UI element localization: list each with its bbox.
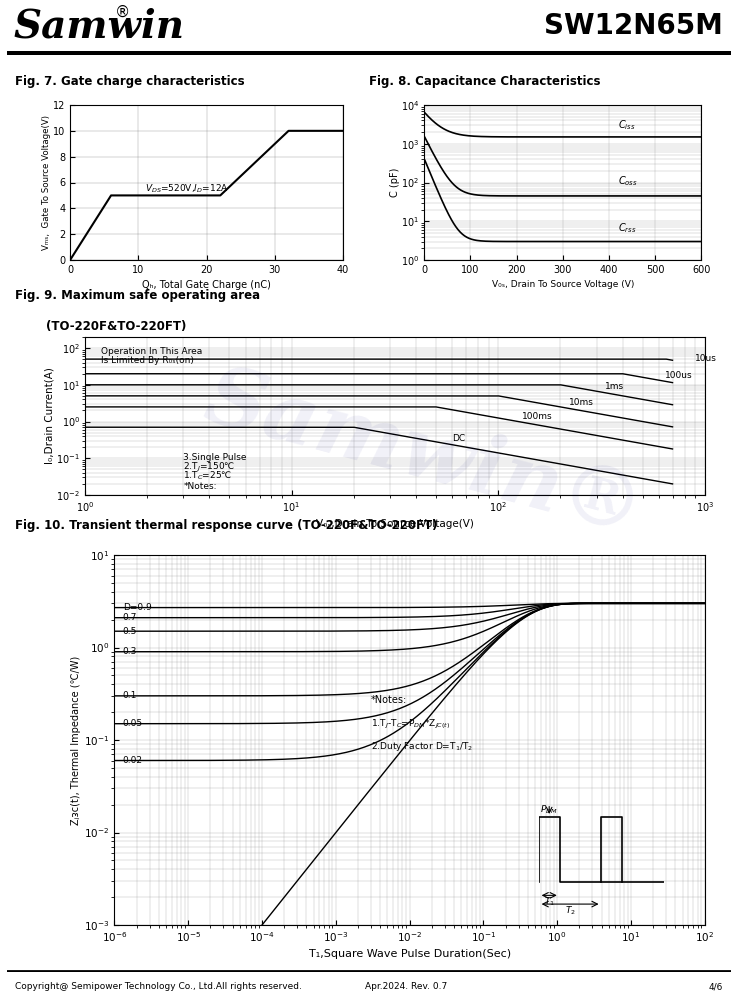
Text: Is Limited By R₀ₛ(on): Is Limited By R₀ₛ(on) (101, 356, 194, 365)
Text: $T_2$: $T_2$ (565, 905, 576, 917)
Text: $C_{iss}$: $C_{iss}$ (618, 118, 635, 132)
Text: 2.Duty Factor D=T$_1$/T$_2$: 2.Duty Factor D=T$_1$/T$_2$ (371, 740, 473, 753)
Text: $C_{rss}$: $C_{rss}$ (618, 221, 637, 235)
Y-axis label: I₀,Drain Current(A): I₀,Drain Current(A) (45, 368, 55, 464)
Text: *Notes:: *Notes: (184, 482, 217, 491)
Text: Fig. 7. Gate charge characteristics: Fig. 7. Gate charge characteristics (15, 75, 244, 88)
Text: 0.7: 0.7 (123, 613, 137, 622)
Text: 0.05: 0.05 (123, 719, 143, 728)
Text: D=0.9: D=0.9 (123, 603, 151, 612)
Text: $V_{DS}$=520V,$I_D$=12A: $V_{DS}$=520V,$I_D$=12A (145, 183, 229, 195)
Text: 1ms: 1ms (605, 382, 624, 391)
Text: 4/6: 4/6 (709, 982, 723, 991)
Text: $C_{oss}$: $C_{oss}$ (618, 174, 638, 188)
Text: 0.1: 0.1 (123, 691, 137, 700)
Text: Samwin®: Samwin® (197, 358, 652, 552)
Text: 10ms: 10ms (569, 398, 594, 407)
Text: 2.T$_J$=150℃: 2.T$_J$=150℃ (184, 461, 236, 474)
Text: $T_1$: $T_1$ (544, 895, 555, 908)
Text: 100us: 100us (665, 371, 692, 380)
Text: $P_{DM}$: $P_{DM}$ (540, 803, 558, 816)
Text: Samwin: Samwin (13, 7, 184, 45)
Text: Apr.2024. Rev. 0.7: Apr.2024. Rev. 0.7 (365, 982, 447, 991)
Text: Fig. 10. Transient thermal response curve (TO-220F&TO-220FT): Fig. 10. Transient thermal response curv… (15, 518, 437, 532)
Text: DC: DC (452, 434, 466, 443)
X-axis label: V₀ₛ,Drain To Source Voltage(V): V₀ₛ,Drain To Source Voltage(V) (316, 519, 474, 529)
Text: Fig. 9. Maximum safe operating area: Fig. 9. Maximum safe operating area (15, 289, 260, 302)
Text: 1.T$_J$-T$_C$=P$_{DM}$*Z$_{JC(t)}$: 1.T$_J$-T$_C$=P$_{DM}$*Z$_{JC(t)}$ (371, 718, 450, 731)
Text: 0.3: 0.3 (123, 647, 137, 656)
Y-axis label: Zⱼᴈᴄ(t), Thermal Impedance (℃/W): Zⱼᴈᴄ(t), Thermal Impedance (℃/W) (72, 655, 81, 825)
X-axis label: V₀ₛ, Drain To Source Voltage (V): V₀ₛ, Drain To Source Voltage (V) (492, 280, 634, 289)
Text: 100ms: 100ms (522, 412, 552, 421)
Text: 10us: 10us (695, 354, 717, 363)
Text: Fig. 8. Capacitance Characteristics: Fig. 8. Capacitance Characteristics (369, 75, 601, 88)
X-axis label: T₁,Square Wave Pulse Duration(Sec): T₁,Square Wave Pulse Duration(Sec) (308, 949, 511, 959)
Text: Operation In This Area: Operation In This Area (101, 347, 202, 356)
Y-axis label: C (pF): C (pF) (390, 168, 399, 197)
Text: 0.02: 0.02 (123, 756, 142, 765)
Text: ®: ® (114, 4, 130, 19)
Y-axis label: Vₘₛ,  Gate To Source Voltage(V): Vₘₛ, Gate To Source Voltage(V) (43, 115, 52, 250)
Text: *Notes:: *Notes: (371, 695, 407, 705)
Text: (TO-220F&TO-220FT): (TO-220F&TO-220FT) (46, 320, 186, 333)
Text: 0.5: 0.5 (123, 627, 137, 636)
Text: SW12N65M: SW12N65M (545, 12, 723, 40)
Text: 1.T$_C$=25℃: 1.T$_C$=25℃ (184, 470, 232, 482)
X-axis label: Qₕ, Total Gate Charge (nC): Qₕ, Total Gate Charge (nC) (142, 280, 271, 290)
Text: 3.Single Pulse: 3.Single Pulse (184, 453, 247, 462)
Text: Copyright@ Semipower Technology Co., Ltd.All rights reserved.: Copyright@ Semipower Technology Co., Ltd… (15, 982, 302, 991)
